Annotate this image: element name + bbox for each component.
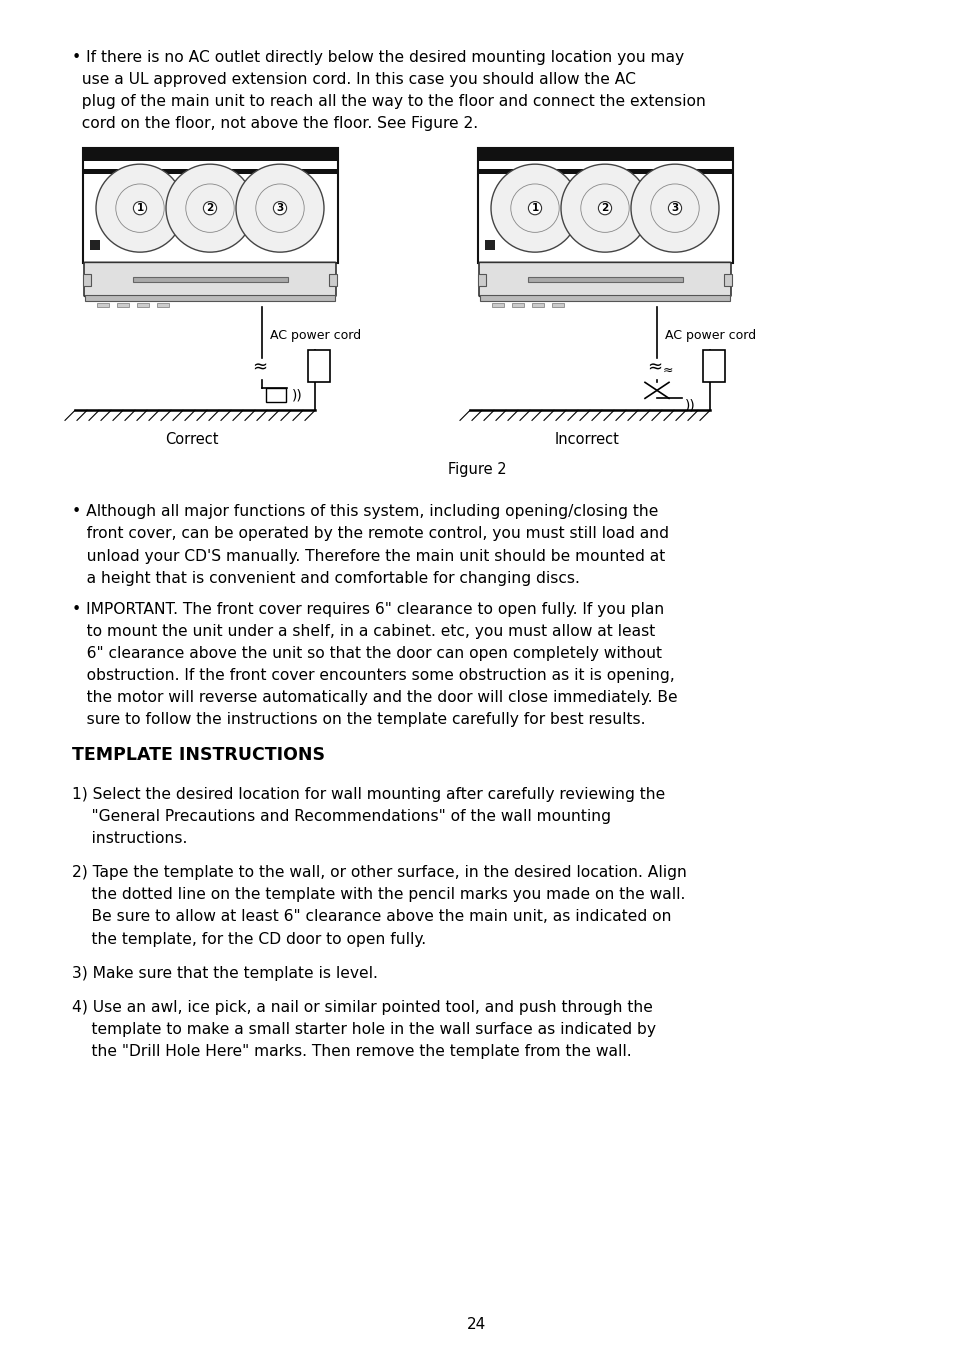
Text: 24: 24 <box>467 1317 486 1332</box>
Circle shape <box>166 164 253 252</box>
Text: AC power cord: AC power cord <box>664 329 756 343</box>
Bar <box>82 169 337 175</box>
Text: )): )) <box>684 398 695 412</box>
Text: TEMPLATE INSTRUCTIONS: TEMPLATE INSTRUCTIONS <box>71 747 325 764</box>
Text: the dotted line on the template with the pencil marks you made on the wall.: the dotted line on the template with the… <box>71 888 684 902</box>
FancyBboxPatch shape <box>478 263 730 297</box>
Circle shape <box>133 202 147 214</box>
Bar <box>492 304 503 308</box>
Bar <box>477 148 732 161</box>
Bar <box>266 389 286 402</box>
Wedge shape <box>96 164 184 209</box>
Text: • If there is no AC outlet directly below the desired mounting location you may: • If there is no AC outlet directly belo… <box>71 50 683 65</box>
Text: 1) Select the desired location for wall mounting after carefully reviewing the: 1) Select the desired location for wall … <box>71 787 664 802</box>
Text: template to make a small starter hole in the wall surface as indicated by: template to make a small starter hole in… <box>71 1022 656 1037</box>
Text: instructions.: instructions. <box>71 831 187 846</box>
Text: 3) Make sure that the template is level.: 3) Make sure that the template is level. <box>71 966 377 981</box>
Text: front cover, can be operated by the remote control, you must still load and: front cover, can be operated by the remo… <box>71 527 668 542</box>
Wedge shape <box>630 164 719 209</box>
Bar <box>702 351 724 382</box>
Text: Be sure to allow at least 6" clearance above the main unit, as indicated on: Be sure to allow at least 6" clearance a… <box>71 909 671 924</box>
Text: 2: 2 <box>600 203 608 213</box>
Bar <box>308 351 330 382</box>
Bar <box>82 148 337 263</box>
Circle shape <box>203 202 216 214</box>
Text: )): )) <box>292 389 302 402</box>
Bar <box>117 304 129 308</box>
Bar <box>477 274 485 286</box>
Text: a height that is convenient and comfortable for changing discs.: a height that is convenient and comforta… <box>71 570 579 585</box>
Circle shape <box>630 164 719 252</box>
Text: 1: 1 <box>136 203 144 213</box>
Text: Figure 2: Figure 2 <box>447 462 506 477</box>
Text: use a UL approved extension cord. In this case you should allow the AC: use a UL approved extension cord. In thi… <box>71 72 636 87</box>
Bar <box>132 276 287 282</box>
Text: the "Drill Hole Here" marks. Then remove the template from the wall.: the "Drill Hole Here" marks. Then remove… <box>71 1045 631 1060</box>
Bar <box>329 274 337 286</box>
Bar <box>484 240 494 249</box>
Text: "General Precautions and Recommendations" of the wall mounting: "General Precautions and Recommendations… <box>71 809 610 824</box>
Text: plug of the main unit to reach all the way to the floor and connect the extensio: plug of the main unit to reach all the w… <box>71 95 705 110</box>
Circle shape <box>598 202 611 214</box>
Text: 2) Tape the template to the wall, or other surface, in the desired location. Ali: 2) Tape the template to the wall, or oth… <box>71 866 686 881</box>
Text: • Although all major functions of this system, including opening/closing the: • Although all major functions of this s… <box>71 504 658 519</box>
Text: 2: 2 <box>206 203 213 213</box>
Bar <box>82 148 337 161</box>
Text: obstruction. If the front cover encounters some obstruction as it is opening,: obstruction. If the front cover encounte… <box>71 668 674 683</box>
Text: AC power cord: AC power cord <box>270 329 361 343</box>
Circle shape <box>668 202 680 214</box>
Wedge shape <box>560 164 648 209</box>
Text: sure to follow the instructions on the template carefully for best results.: sure to follow the instructions on the t… <box>71 711 645 728</box>
Bar <box>85 295 335 301</box>
Bar <box>477 148 732 263</box>
Text: 1: 1 <box>531 203 538 213</box>
Circle shape <box>235 164 324 252</box>
Text: Incorrect: Incorrect <box>554 432 618 447</box>
Text: the template, for the CD door to open fully.: the template, for the CD door to open fu… <box>71 931 426 947</box>
Text: 4) Use an awl, ice pick, a nail or similar pointed tool, and push through the: 4) Use an awl, ice pick, a nail or simil… <box>71 1000 652 1015</box>
Wedge shape <box>491 164 578 209</box>
Wedge shape <box>166 164 253 209</box>
Text: ≈: ≈ <box>647 358 662 377</box>
Bar <box>477 169 732 175</box>
Text: ≈: ≈ <box>662 363 673 377</box>
Text: unload your CD'S manually. Therefore the main unit should be mounted at: unload your CD'S manually. Therefore the… <box>71 549 664 564</box>
Bar <box>90 240 99 249</box>
Text: 3: 3 <box>671 203 678 213</box>
Bar <box>83 274 91 286</box>
Circle shape <box>491 164 578 252</box>
Text: 3: 3 <box>276 203 283 213</box>
Circle shape <box>560 164 648 252</box>
Text: the motor will reverse automatically and the door will close immediately. Be: the motor will reverse automatically and… <box>71 690 677 705</box>
Circle shape <box>96 164 184 252</box>
Bar <box>479 295 729 301</box>
Wedge shape <box>235 164 324 209</box>
Text: ≈: ≈ <box>253 358 267 377</box>
Bar <box>97 304 109 308</box>
Circle shape <box>528 202 541 214</box>
Circle shape <box>274 202 286 214</box>
Bar <box>723 274 732 286</box>
Bar <box>532 304 543 308</box>
Text: 6" clearance above the unit so that the door can open completely without: 6" clearance above the unit so that the … <box>71 646 661 661</box>
Bar <box>512 304 523 308</box>
Bar <box>137 304 149 308</box>
Text: • IMPORTANT. The front cover requires 6" clearance to open fully. If you plan: • IMPORTANT. The front cover requires 6"… <box>71 602 663 617</box>
Text: Correct: Correct <box>165 432 218 447</box>
Text: cord on the floor, not above the floor. See Figure 2.: cord on the floor, not above the floor. … <box>71 117 477 131</box>
FancyBboxPatch shape <box>84 263 335 297</box>
Bar <box>157 304 169 308</box>
Text: to mount the unit under a shelf, in a cabinet. etc, you must allow at least: to mount the unit under a shelf, in a ca… <box>71 623 655 638</box>
Bar <box>527 276 681 282</box>
Bar <box>552 304 563 308</box>
